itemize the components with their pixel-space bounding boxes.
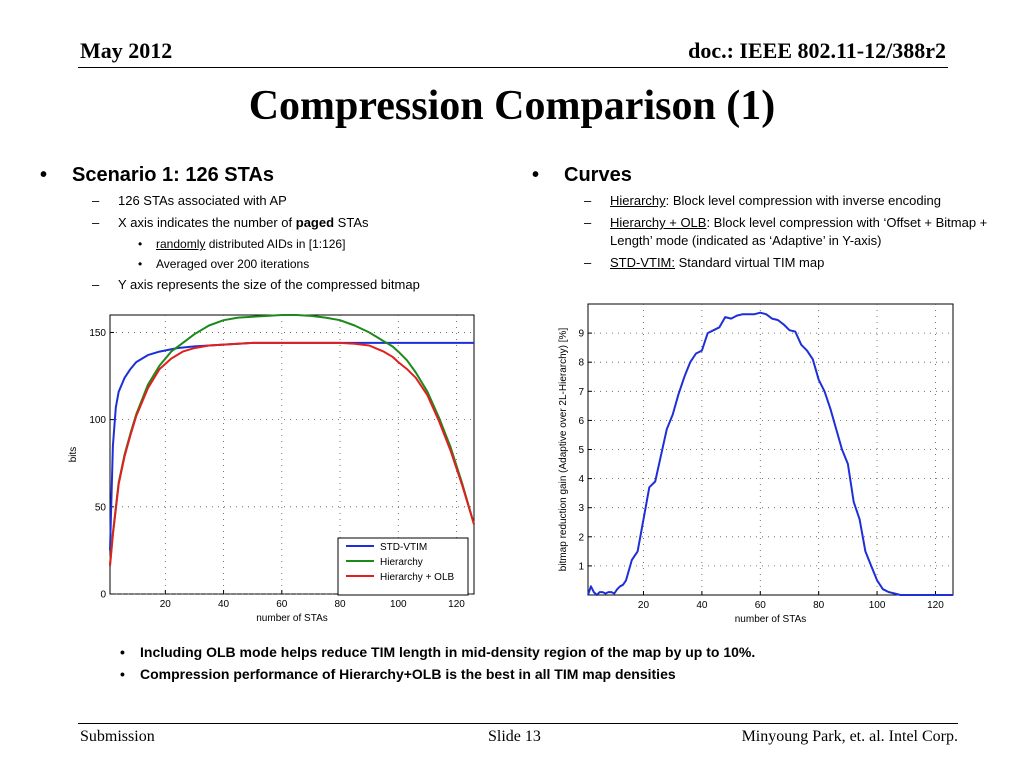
- x-tick-label: 100: [390, 599, 407, 610]
- list-item: – Y axis represents the size of the compr…: [40, 276, 480, 294]
- y-tick-label: 6: [578, 416, 584, 427]
- curve-item: – Hierarchy: Block level compression with…: [532, 192, 992, 210]
- note-text: Compression performance of Hierarchy+OLB…: [140, 666, 676, 682]
- footer-authors: Minyoung Park, et. al. Intel Corp.: [741, 728, 958, 745]
- legend-box: [337, 537, 469, 596]
- curve-item: – Hierarchy + OLB: Block level compressio…: [532, 214, 992, 250]
- header-date: May 2012: [80, 38, 173, 63]
- y-tick-label: 100: [89, 415, 106, 426]
- sub-list-item-text: Averaged over 200 iterations: [156, 257, 310, 271]
- gain-chart: 20 40 60 80 100 120 1 2 3 4 5 6 7 8 9 number of STAs bit…: [558, 303, 954, 625]
- curves-heading: • Curves: [532, 162, 992, 188]
- y-tick-label: 5: [578, 445, 584, 456]
- curve-name: STD-VTIM:: [610, 255, 675, 270]
- legend-label: Hierarchy: [380, 557, 423, 568]
- footer-divider: [78, 723, 958, 724]
- curve-description: : Block level compression with inverse e…: [665, 193, 941, 208]
- y-tick-label: 150: [89, 328, 106, 339]
- curves-heading-text: Curves: [564, 164, 632, 186]
- x-axis-label: number of STAs: [735, 614, 807, 625]
- note-item: • Compression performance of Hierarchy+OL…: [118, 664, 938, 684]
- y-axis-label: bits: [68, 447, 79, 463]
- y-tick-label: 4: [578, 474, 584, 485]
- list-item-text: STAs: [334, 215, 369, 230]
- legend-label: Hierarchy + OLB: [380, 572, 455, 583]
- curve-description: : Block level compression with ‘Offset +…: [610, 215, 988, 248]
- curve-description: Standard virtual TIM map: [675, 255, 825, 270]
- header-divider: [78, 67, 948, 68]
- series-line: [587, 311, 953, 596]
- x-tick-label: 120: [448, 599, 465, 610]
- y-tick-label: 0: [100, 590, 106, 601]
- right-column: • Curves – Hierarchy: Block level compress…: [532, 162, 992, 276]
- x-tick-label: 20: [638, 600, 650, 611]
- slide-title: Compression Comparison (1): [248, 83, 776, 129]
- y-tick-label: 7: [578, 387, 584, 398]
- x-tick-label: 120: [927, 600, 944, 611]
- x-tick-label: 60: [276, 599, 288, 610]
- bullet: •: [532, 164, 540, 186]
- x-tick-label: 80: [334, 599, 346, 610]
- dash-bullet: –: [92, 215, 100, 230]
- left-column: • Scenario 1: 126 STAs – 126 STAs associat…: [40, 162, 480, 298]
- bullet: •: [138, 257, 143, 271]
- list-item-text: 126 STAs associated with AP: [118, 193, 287, 208]
- bullet: •: [40, 164, 48, 186]
- header-doc-id: doc.: IEEE 802.11-12/388r2: [688, 38, 946, 63]
- curve-name: Hierarchy + OLB: [610, 215, 707, 230]
- list-item-text: Y axis represents the size of the compre…: [118, 277, 420, 292]
- y-tick-label: 9: [578, 329, 584, 340]
- bullet: •: [120, 666, 125, 682]
- footer-slide-number: Slide 13: [488, 728, 541, 745]
- conclusion-notes: • Including OLB mode helps reduce TIM len…: [118, 642, 938, 686]
- x-axis-label: number of STAs: [256, 613, 328, 624]
- scenario-heading-text: Scenario 1: 126 STAs: [72, 164, 274, 186]
- curve-item: – STD-VTIM: Standard virtual TIM map: [532, 254, 992, 272]
- list-item: – 126 STAs associated with AP: [40, 192, 480, 210]
- y-tick-label: 50: [95, 502, 107, 513]
- y-tick-label: 2: [578, 532, 584, 543]
- x-tick-label: 40: [696, 600, 708, 611]
- sub-list-item: • Averaged over 200 iterations: [40, 256, 480, 273]
- bullet: •: [138, 237, 143, 251]
- note-item: • Including OLB mode helps reduce TIM len…: [118, 642, 938, 662]
- list-item: – X axis indicates the number of paged ST…: [40, 214, 480, 232]
- dash-bullet: –: [92, 193, 100, 208]
- dash-bullet: –: [584, 193, 592, 208]
- y-tick-label: 3: [578, 503, 584, 514]
- y-tick-label: 8: [578, 358, 584, 369]
- x-tick-label: 80: [813, 600, 825, 611]
- series-line: [109, 341, 475, 567]
- note-text: Including OLB mode helps reduce TIM leng…: [140, 644, 756, 660]
- footer-submission: Submission: [80, 728, 155, 745]
- sub-list-item: • randomly distributed AIDs in [1:126]: [40, 236, 480, 253]
- scenario-heading: • Scenario 1: 126 STAs: [40, 162, 480, 188]
- bits-chart: 20 40 60 80 100 120 0 50 100 150 number of STAs bit…: [68, 314, 475, 624]
- bullet: •: [120, 644, 125, 660]
- y-tick-label: 1: [578, 561, 584, 572]
- x-tick-label: 100: [869, 600, 886, 611]
- dash-bullet: –: [584, 255, 592, 270]
- list-item-text: X axis indicates the number of: [118, 215, 296, 230]
- dash-bullet: –: [584, 215, 592, 230]
- curve-name: Hierarchy: [610, 193, 666, 208]
- series-line: [109, 341, 474, 551]
- underlined-term: randomly: [156, 237, 206, 251]
- dash-bullet: –: [92, 277, 100, 292]
- x-tick-label: 40: [218, 599, 230, 610]
- legend-label: STD-VTIM: [380, 542, 427, 553]
- y-axis-label: bitmap reduction gain (Adaptive over 2L-…: [558, 328, 569, 572]
- x-tick-label: 60: [755, 600, 767, 611]
- x-tick-label: 20: [160, 599, 172, 610]
- sub-list-item-text: distributed AIDs in [1:126]: [205, 237, 346, 251]
- list-item-emphasis: paged: [295, 215, 335, 230]
